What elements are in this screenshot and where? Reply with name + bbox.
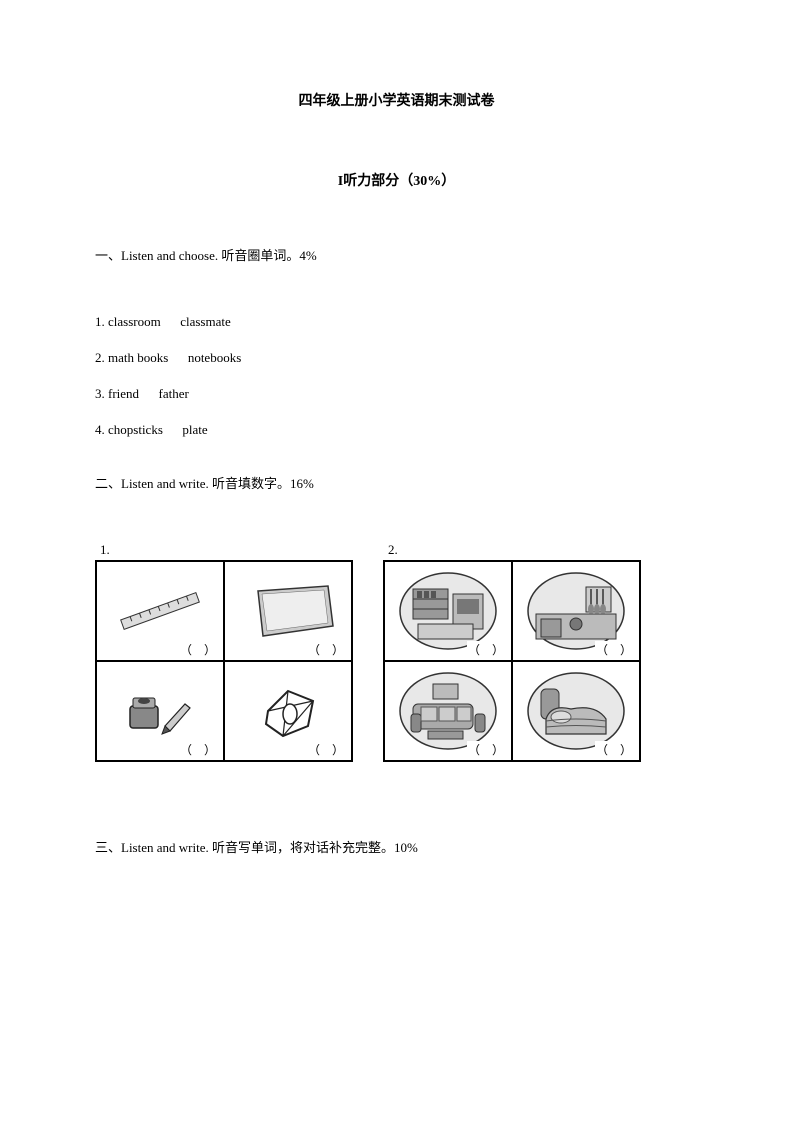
section1-heading: 一、Listen and choose. 听音圈单词。4% bbox=[95, 245, 698, 264]
image-group-1: 1. （ ） bbox=[95, 542, 353, 762]
q-item: 3. friend father bbox=[95, 386, 698, 402]
cell-livingroom: （ ） bbox=[384, 661, 512, 761]
q-option-b: classmate bbox=[180, 314, 231, 329]
q-option-b: plate bbox=[182, 422, 207, 437]
group-num: 1. bbox=[95, 542, 353, 558]
ink-pen-icon bbox=[110, 676, 210, 746]
answer-blank[interactable]: （ ） bbox=[179, 641, 217, 658]
answer-blank[interactable]: （ ） bbox=[467, 641, 505, 658]
board-icon bbox=[238, 576, 338, 646]
answer-blank[interactable]: （ ） bbox=[467, 741, 505, 758]
q-option-b: notebooks bbox=[188, 350, 241, 365]
q-num: 3. bbox=[95, 386, 105, 401]
answer-blank[interactable]: （ ） bbox=[595, 741, 633, 758]
cell-study: （ ） bbox=[384, 561, 512, 661]
sharpener-icon bbox=[238, 676, 338, 746]
cell-board: （ ） bbox=[224, 561, 352, 661]
q-option-a: classroom bbox=[108, 314, 161, 329]
q-num: 2. bbox=[95, 350, 105, 365]
answer-blank[interactable]: （ ） bbox=[307, 741, 345, 758]
page-subtitle: I听力部分（30%） bbox=[95, 170, 698, 190]
q-option-a: chopsticks bbox=[108, 422, 163, 437]
answer-blank[interactable]: （ ） bbox=[595, 641, 633, 658]
grid: （ ） （ ） （ ） bbox=[95, 560, 353, 762]
cell-ruler-1: （ ） bbox=[96, 561, 224, 661]
q-item: 4. chopsticks plate bbox=[95, 422, 698, 438]
ruler-icon bbox=[110, 576, 210, 646]
image-group-2: 2. （ ） bbox=[383, 542, 641, 762]
section1-list: 1. classroom classmate 2. math books not… bbox=[95, 314, 698, 438]
cell-sharpener: （ ） bbox=[224, 661, 352, 761]
section2-heading: 二、Listen and write. 听音填数字。16% bbox=[95, 473, 698, 492]
page-title: 四年级上册小学英语期末测试卷 bbox=[95, 90, 698, 110]
q-item: 1. classroom classmate bbox=[95, 314, 698, 330]
image-groups: 1. （ ） bbox=[95, 542, 698, 762]
answer-blank[interactable]: （ ） bbox=[307, 641, 345, 658]
q-option-b: father bbox=[159, 386, 189, 401]
group-num: 2. bbox=[383, 542, 641, 558]
q-item: 2. math books notebooks bbox=[95, 350, 698, 366]
q-option-a: friend bbox=[108, 386, 139, 401]
q-num: 1. bbox=[95, 314, 105, 329]
cell-ink-pen: （ ） bbox=[96, 661, 224, 761]
cell-bedroom: （ ） bbox=[512, 661, 640, 761]
q-option-a: math books bbox=[108, 350, 168, 365]
grid: （ ） （ ） bbox=[383, 560, 641, 762]
cell-kitchen: （ ） bbox=[512, 561, 640, 661]
q-num: 4. bbox=[95, 422, 105, 437]
section3-heading: 三、Listen and write. 听音写单词，将对话补充完整。10% bbox=[95, 837, 698, 856]
answer-blank[interactable]: （ ） bbox=[179, 741, 217, 758]
